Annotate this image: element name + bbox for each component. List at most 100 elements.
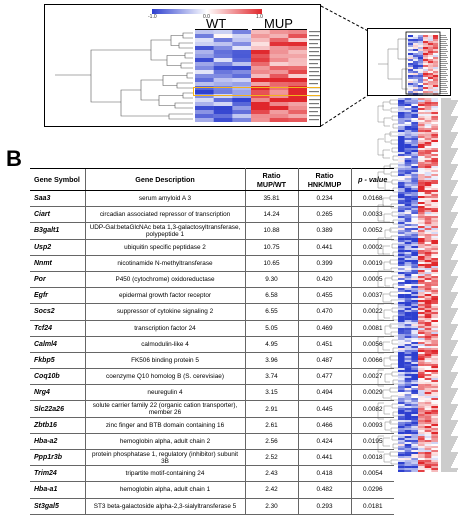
full-heatmap-cell <box>411 286 419 289</box>
full-heatmap-cell <box>418 304 425 307</box>
full-heatmap-cell <box>424 104 432 107</box>
full-heatmap-cell <box>404 396 412 399</box>
full-heatmap-gene-label <box>441 232 456 234</box>
full-heatmap-cell <box>398 212 405 215</box>
full-heatmap-gene-label <box>441 176 452 178</box>
full-heatmap-cell <box>398 318 405 321</box>
full-heatmap-cell <box>431 404 438 407</box>
full-heatmap-cell <box>418 242 425 245</box>
full-heatmap-cell <box>431 194 438 197</box>
full-heatmap-cell <box>398 216 405 219</box>
full-heatmap-cell <box>431 210 438 213</box>
full-heatmap-cell <box>418 308 425 311</box>
highlight-row-box <box>193 87 320 96</box>
full-heatmap-cell <box>404 304 412 307</box>
full-heatmap-cell <box>411 284 419 287</box>
full-heatmap-cell <box>398 232 405 235</box>
full-heatmap-cell <box>404 370 412 373</box>
full-heatmap-cell <box>404 438 412 441</box>
overview-cell <box>433 63 439 66</box>
full-heatmap-cell <box>424 194 432 197</box>
ratio-hnk-mup-cell: 0.487 <box>298 352 352 370</box>
overview-gene-label <box>440 81 448 82</box>
full-heatmap-cell <box>404 330 412 333</box>
full-heatmap-gene-label <box>441 410 455 412</box>
full-heatmap-cell <box>424 432 432 435</box>
overview-cell <box>418 55 424 58</box>
full-heatmap-cell <box>431 208 438 211</box>
full-heatmap-cell <box>424 160 432 163</box>
full-heatmap-cell <box>404 192 412 195</box>
full-heatmap-cell <box>404 308 412 311</box>
full-heatmap-cell <box>411 254 419 257</box>
full-heatmap-cell <box>404 118 412 121</box>
full-heatmap-cell <box>424 366 432 369</box>
full-heatmap-cell <box>431 360 438 363</box>
heatmap-cell <box>251 94 270 99</box>
full-heatmap-gene-label <box>441 278 457 280</box>
full-heatmap-cell <box>404 390 412 393</box>
full-heatmap-cell <box>398 342 405 345</box>
overview-cell <box>413 61 419 64</box>
full-heatmap-cell <box>404 342 412 345</box>
full-heatmap-cell <box>418 418 425 421</box>
overview-cell <box>418 79 424 82</box>
full-heatmap-cell <box>404 346 412 349</box>
heatmap-cell <box>232 50 252 55</box>
full-heatmap-cell <box>418 272 425 275</box>
full-heatmap-cell <box>404 418 412 421</box>
heatmap-cell <box>288 86 307 91</box>
full-heatmap-cell <box>411 148 419 151</box>
full-heatmap-gene-label <box>441 202 455 204</box>
full-heatmap-cell <box>431 116 438 119</box>
full-heatmap-cell <box>424 212 432 215</box>
full-heatmap-cell <box>424 444 432 447</box>
ratio-hnk-mup-cell: 0.424 <box>298 433 352 451</box>
overview-cell <box>418 41 424 44</box>
full-heatmap-gene-label <box>441 392 456 394</box>
full-heatmap-cell <box>418 366 425 369</box>
full-heatmap-cell <box>398 300 405 303</box>
full-heatmap-cell <box>418 164 425 167</box>
full-heatmap-cell <box>418 352 425 355</box>
full-heatmap-cell <box>431 326 438 329</box>
full-heatmap-cell <box>404 364 412 367</box>
full-heatmap-cell <box>411 106 419 109</box>
full-heatmap-cell <box>398 384 405 387</box>
full-heatmap-cell <box>398 176 405 179</box>
overview-gene-label <box>440 71 446 72</box>
full-heatmap-cell <box>431 146 438 149</box>
heatmap-cell <box>195 50 214 55</box>
p-value-cell: 0.0056 <box>351 336 394 353</box>
full-heatmap-cell <box>418 128 425 131</box>
full-heatmap-cell <box>424 336 432 339</box>
heatmap-cell <box>251 86 270 91</box>
full-heatmap-cell <box>398 166 405 169</box>
full-heatmap-cell <box>404 292 412 295</box>
full-heatmap-cell <box>398 400 405 403</box>
gene-symbol-cell: St3gal5 <box>30 498 85 515</box>
gene-symbol-cell: Socs2 <box>30 303 85 321</box>
heatmap-cell <box>213 62 233 67</box>
full-heatmap-cell <box>411 146 419 149</box>
ratio-hnk-mup-cell: 0.293 <box>298 498 352 515</box>
full-heatmap-gene-label <box>441 338 451 340</box>
full-heatmap-cell <box>418 348 425 351</box>
full-heatmap-cell <box>418 460 425 463</box>
full-heatmap-cell <box>424 386 432 389</box>
full-heatmap-gene-label <box>441 454 457 456</box>
full-heatmap-cell <box>431 192 438 195</box>
full-heatmap-cell <box>431 162 438 165</box>
heatmap-cell <box>213 118 233 122</box>
full-heatmap-cell <box>418 116 425 119</box>
heatmap-cell <box>288 34 307 39</box>
full-heatmap-cell <box>411 258 419 261</box>
full-heatmap-cell <box>431 376 438 379</box>
full-heatmap-cell <box>418 266 425 269</box>
full-heatmap-cell <box>424 118 432 121</box>
overview-cell <box>433 83 439 86</box>
full-heatmap-gene-label <box>441 122 455 124</box>
full-heatmap-gene-label <box>441 268 454 270</box>
gene-description-cell: nicotinamide N-methyltransferase <box>84 255 246 272</box>
full-heatmap-cell <box>431 148 438 151</box>
